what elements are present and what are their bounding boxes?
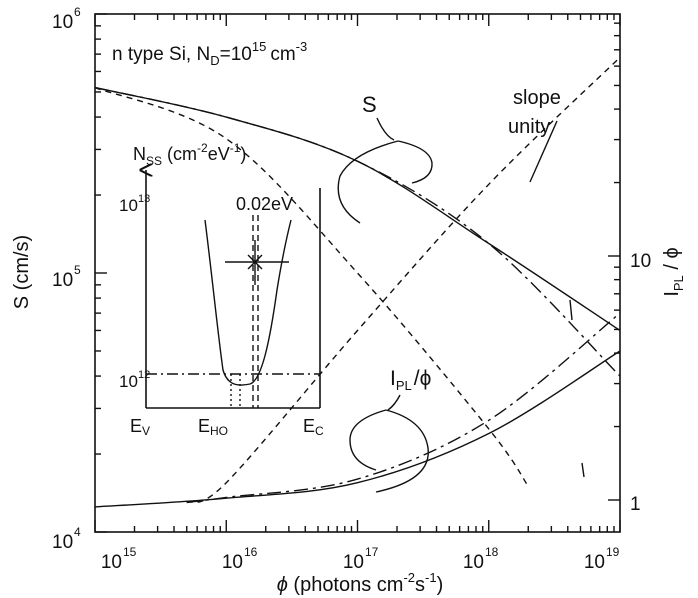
x-tick-label-1e16: 10 — [222, 552, 243, 573]
inset-width-annotation: 0.02eV — [236, 194, 293, 214]
S-bracket-arc — [397, 140, 433, 184]
y-tick-label-1e4-exp: 4 — [74, 525, 81, 539]
x-tick-label-1e18: 10 — [463, 552, 484, 573]
inset-y-tick-1e13: 10 — [119, 196, 138, 215]
inset-x-tick-Eho: EHO — [198, 416, 228, 438]
material-annotation: n type Si, ND=1015 cm-3 — [112, 39, 307, 68]
series-IPL-dash-dot-line — [186, 312, 621, 504]
y-left-tick-labels: 10 4 10 5 10 6 — [52, 5, 81, 553]
IPL-bracket-arc — [349, 409, 387, 471]
x-tick-label-1e18-exp: 18 — [485, 545, 499, 559]
y-tick-label-1e5: 10 — [52, 270, 73, 291]
inset-y-axis-label: NSS (cm-2eV-1) — [133, 141, 246, 168]
inset-y-tick-1e13-exp: 13 — [138, 193, 150, 205]
unity-label: unity — [508, 116, 550, 138]
series-IPL-solid-line — [94, 350, 621, 508]
series-S-dash-dot-line — [94, 86, 621, 377]
slope-unity-annotation: slope unity — [508, 87, 561, 183]
y-right-tick-label-1: 1 — [630, 494, 641, 515]
IPL-bracket-arc-right — [375, 409, 429, 493]
S-label-leader — [376, 117, 395, 141]
x-tick-label-1e16-exp: 16 — [244, 545, 258, 559]
inset-x-tick-Ev: EV — [130, 416, 150, 438]
IPL-curve-label: IPL/ϕ — [390, 367, 431, 393]
x-tick-label-1e19: 10 — [584, 552, 605, 573]
S-curve-label-group: S — [337, 92, 433, 224]
inset-x-tick-Ec: EC — [303, 416, 324, 438]
x-axis-label: ϕ (photons cm-2s-1) — [277, 570, 444, 596]
x-tick-labels: 10 15 10 16 10 17 10 18 10 19 — [101, 545, 620, 573]
IPL-label-leader — [387, 394, 401, 411]
y-tick-label-1e4: 10 — [52, 532, 73, 553]
y-right-tick-labels: 1 10 — [630, 251, 651, 515]
slope-unity-reference-line — [529, 120, 558, 183]
inset-crosshair-diag-2 — [247, 254, 263, 270]
series-IPL-dashed-line — [186, 56, 621, 504]
IPL-curve-label-group: IPL/ϕ — [349, 367, 431, 493]
right-end-tick-1 — [569, 299, 573, 321]
x-tick-label-1e15: 10 — [101, 552, 122, 573]
y-left-axis-label: S (cm/s) — [11, 235, 33, 309]
x-tick-label-1e17: 10 — [343, 552, 364, 573]
inset-nss-u-curve — [204, 219, 292, 386]
y-tick-label-1e6: 10 — [52, 12, 73, 33]
inset-y-tick-1e12: 10 — [119, 372, 138, 391]
right-end-tick-2 — [581, 462, 585, 478]
x-tick-label-1e15-exp: 15 — [123, 545, 137, 559]
inset-nss-plot: NSS (cm-2eV-1) 10 13 10 12 EV EHO EC 0.02… — [119, 141, 324, 438]
S-curve-label: S — [362, 92, 377, 117]
y-right-tick-label-10: 10 — [630, 251, 651, 272]
y-tick-label-1e5-exp: 5 — [74, 263, 81, 277]
y-right-axis-label: IPL / ϕ — [661, 247, 686, 296]
x-tick-label-1e17-exp: 17 — [365, 545, 379, 559]
x-tick-label-1e19-exp: 19 — [606, 545, 620, 559]
inset-y-tick-1e12-exp: 12 — [138, 369, 150, 381]
y-tick-label-1e6-exp: 6 — [74, 5, 81, 19]
axis-ticks — [94, 13, 621, 533]
slope-label: slope — [513, 87, 561, 109]
S-bracket-arc-left — [337, 140, 399, 224]
series-layer — [94, 56, 621, 508]
